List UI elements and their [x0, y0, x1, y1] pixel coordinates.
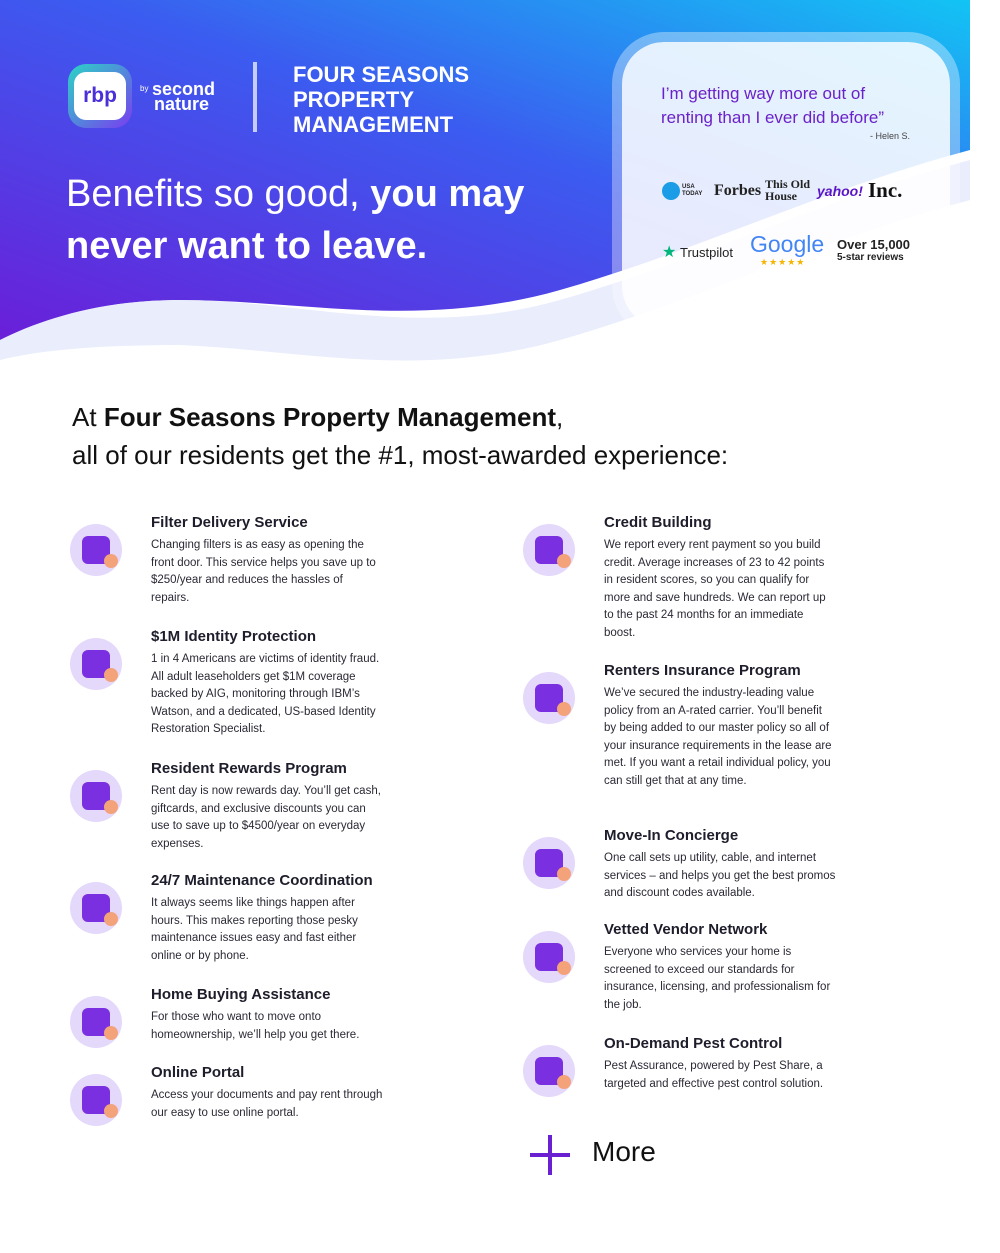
- benefit-title: Renters Insurance Program: [604, 662, 801, 679]
- testimonial-quote: I’m getting way more out of renting than…: [661, 84, 885, 127]
- benefit-description: For those who want to move onto homeowne…: [151, 1011, 360, 1041]
- plus-h: [530, 1153, 570, 1157]
- benefit-icon: [70, 524, 124, 578]
- press-logo: Forbes: [714, 182, 762, 199]
- benefit: Move-In Concierge One call sets up utilit…: [604, 827, 836, 903]
- benefit-icon: [523, 837, 577, 891]
- intro-text: all of our residents get the #1, most-aw…: [72, 440, 729, 470]
- icon-accent: [557, 554, 571, 568]
- icon-accent: [557, 702, 571, 716]
- testimonial-author: - Helen S.: [869, 131, 910, 141]
- company-line: FOUR SEASONS: [293, 62, 470, 87]
- benefit-description: One call sets up utility, cable, and int…: [604, 852, 836, 899]
- divider: [253, 62, 257, 132]
- benefit-icon: [70, 1074, 124, 1128]
- reviews-count: Over 15,000: [837, 237, 911, 252]
- headline-bold: never want to leave.: [66, 225, 428, 267]
- benefit: Vetted Vendor Network Everyone who servic…: [604, 921, 836, 1014]
- intro-text: At: [72, 402, 97, 432]
- benefit-icon: [70, 638, 124, 692]
- icon-accent: [557, 1075, 571, 1089]
- icon-accent: [557, 867, 571, 881]
- benefit: $1M Identity Protection 1 in 4 Americans …: [151, 628, 383, 739]
- benefit-title: Move-In Concierge: [604, 827, 739, 844]
- benefit-description: We’ve secured the industry-leading value…: [604, 687, 832, 787]
- benefit-title: Filter Delivery Service: [151, 514, 308, 531]
- benefit-icon: [70, 882, 124, 936]
- benefit-description: Everyone who services your home is scree…: [604, 946, 831, 1011]
- icon-accent: [104, 800, 118, 814]
- benefit-title: Resident Rewards Program: [151, 760, 347, 777]
- benefit: Online Portal Access your documents and p…: [151, 1064, 383, 1122]
- press-logo: USA TODAY: [682, 184, 703, 197]
- icon-accent: [104, 1104, 118, 1118]
- benefit: On-Demand Pest Control Pest Assurance, po…: [604, 1035, 836, 1093]
- benefit-description: 1 in 4 Americans are victims of identity…: [151, 653, 380, 735]
- press-logo: yahoo!: [817, 183, 863, 199]
- more-link[interactable]: More: [592, 1136, 656, 1167]
- benefit: Home Buying Assistance For those who want…: [151, 986, 383, 1044]
- company-line: PROPERTY: [293, 87, 415, 112]
- usa-today-dot: [662, 182, 680, 200]
- brand-line: second: [152, 79, 216, 99]
- benefit: Renters Insurance Program We’ve secured t…: [604, 662, 836, 790]
- benefit-description: Rent day is now rewards day. You’ll get …: [151, 785, 381, 850]
- trustpilot-star: ★: [662, 244, 677, 261]
- benefit-title: $1M Identity Protection: [151, 628, 317, 645]
- benefit-title: Credit Building: [604, 514, 712, 531]
- benefit-icon: [523, 524, 577, 578]
- intro-company: Four Seasons Property Management: [103, 402, 557, 432]
- icon-accent: [104, 668, 118, 682]
- icon-accent: [104, 1026, 118, 1040]
- logo-by: by: [140, 84, 149, 93]
- benefit: Resident Rewards Program Rent day is now …: [151, 760, 383, 853]
- press-logo: This Old House: [765, 177, 811, 203]
- benefit-title: 24/7 Maintenance Coordination: [151, 872, 373, 889]
- benefit-icon: [523, 1045, 577, 1099]
- benefit: Filter Delivery Service Changing filters …: [151, 514, 383, 607]
- brand: second nature: [152, 79, 216, 114]
- reviews-label: 5-star reviews: [837, 252, 904, 263]
- benefit-description: Changing filters is as easy as opening t…: [151, 539, 376, 604]
- benefit-description: Pest Assurance, powered by Pest Share, a…: [604, 1060, 824, 1090]
- benefit-title: Online Portal: [151, 1064, 245, 1081]
- benefit-icon: [70, 996, 124, 1050]
- logo-text: rbp: [74, 72, 126, 120]
- trustpilot: Trustpilot: [680, 245, 733, 260]
- google: Google: [750, 231, 825, 257]
- headline-bold: you may: [370, 173, 525, 215]
- benefit-description: It always seems like things happen after…: [151, 897, 358, 962]
- press-logo: Inc.: [868, 178, 903, 202]
- benefit: 24/7 Maintenance Coordination It always s…: [151, 872, 383, 965]
- more-icon[interactable]: [530, 1135, 570, 1175]
- company-line: MANAGEMENT: [293, 112, 454, 137]
- icon-accent: [104, 554, 118, 568]
- benefit-icon: [70, 770, 124, 824]
- benefit-description: We report every rent payment so you buil…: [604, 539, 826, 639]
- icon-accent: [104, 912, 118, 926]
- brand-line: nature: [154, 94, 210, 114]
- intro: At Four Seasons Property Management, all…: [72, 398, 728, 474]
- benefit-icon: [523, 931, 577, 985]
- google-stars: ★★★★★: [760, 257, 806, 267]
- headline: Benefits so good, you may never want to …: [66, 168, 524, 272]
- intro-text: ,: [556, 402, 564, 432]
- benefit-title: Home Buying Assistance: [151, 986, 331, 1003]
- benefit-description: Access your documents and pay rent throu…: [151, 1089, 383, 1119]
- company-name: FOUR SEASONS PROPERTY MANAGEMENT: [293, 62, 469, 137]
- benefit-icon: [523, 672, 577, 726]
- headline-regular: Benefits so good,: [66, 173, 360, 215]
- icon-accent: [557, 961, 571, 975]
- benefit-title: On-Demand Pest Control: [604, 1035, 783, 1052]
- benefit: Credit Building We report every rent paym…: [604, 514, 836, 642]
- benefit-title: Vetted Vendor Network: [604, 921, 768, 938]
